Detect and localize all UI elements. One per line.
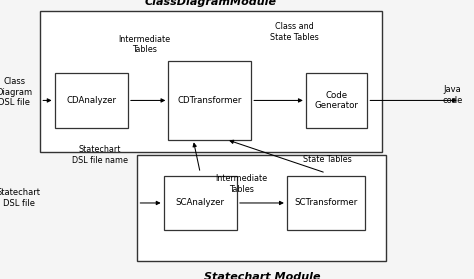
Bar — [137, 155, 386, 261]
Text: SCTransformer: SCTransformer — [294, 198, 357, 208]
Text: Intermediate
Tables: Intermediate Tables — [118, 35, 171, 54]
Text: Statechart Module: Statechart Module — [204, 272, 320, 279]
Bar — [306, 73, 367, 128]
Bar — [287, 176, 365, 230]
Text: CDTransformer: CDTransformer — [178, 96, 242, 105]
Bar — [40, 11, 382, 152]
Text: Class
Diagram
DSL file: Class Diagram DSL file — [0, 77, 32, 107]
Text: State Tables: State Tables — [303, 155, 351, 163]
Text: Class and
State Tables: Class and State Tables — [270, 22, 318, 42]
Bar — [164, 176, 237, 230]
Text: Intermediate
Tables: Intermediate Tables — [216, 174, 268, 194]
Text: Code
Generator: Code Generator — [315, 91, 358, 110]
Bar — [55, 73, 128, 128]
Text: Java
code: Java code — [443, 85, 463, 105]
Text: SCAnalyzer: SCAnalyzer — [176, 198, 225, 208]
Bar — [168, 61, 251, 140]
Text: CDAnalyzer: CDAnalyzer — [66, 96, 116, 105]
Text: ClassDiagramModule: ClassDiagramModule — [145, 0, 277, 7]
Text: Statechart
DSL file name: Statechart DSL file name — [72, 145, 128, 165]
Text: Statechart
DSL file: Statechart DSL file — [0, 188, 41, 208]
